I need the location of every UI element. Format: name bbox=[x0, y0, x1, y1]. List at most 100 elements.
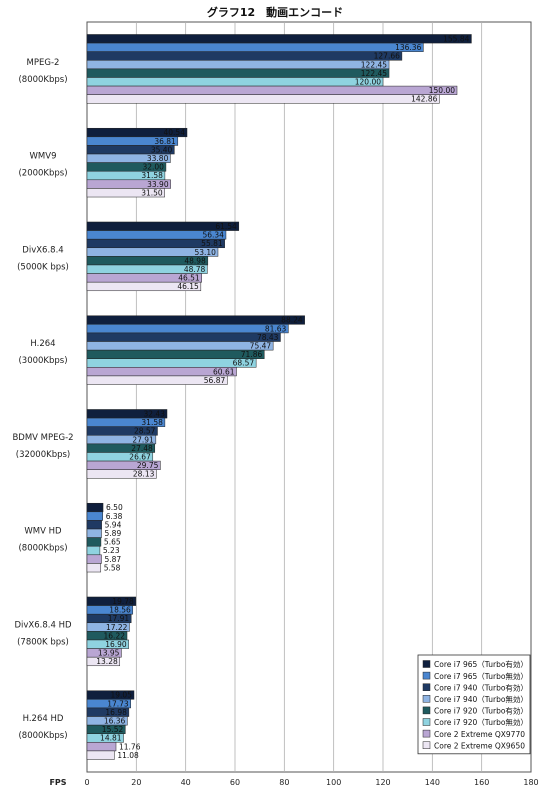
legend-label: Core i7 965（Turbo有効） bbox=[434, 659, 528, 669]
bar bbox=[86, 332, 281, 342]
legend-box bbox=[417, 654, 531, 755]
bar bbox=[86, 511, 103, 521]
bar bbox=[86, 750, 115, 760]
category-label: (7800K bps) bbox=[17, 637, 69, 647]
data-label: 53.10 bbox=[194, 248, 216, 257]
data-label: 31.58 bbox=[141, 171, 163, 180]
data-label: 142.86 bbox=[411, 95, 437, 104]
data-label: 35.40 bbox=[151, 145, 173, 154]
x-tick-label: 60 bbox=[230, 778, 240, 787]
legend-label: Core 2 Extreme QX9770 bbox=[434, 730, 525, 739]
data-label: 122.45 bbox=[361, 69, 387, 78]
data-label: 28.13 bbox=[133, 470, 155, 479]
legend-label: Core 2 Extreme QX9650 bbox=[434, 741, 525, 750]
data-label: 29.75 bbox=[137, 461, 159, 470]
category-label: DivX6.8.4 bbox=[22, 245, 63, 255]
data-label: 61.54 bbox=[215, 222, 237, 231]
data-label: 150.00 bbox=[429, 86, 455, 95]
data-label: 5.58 bbox=[104, 563, 121, 572]
bar bbox=[86, 656, 121, 667]
data-label: 122.45 bbox=[361, 60, 387, 69]
data-label: 46.51 bbox=[178, 274, 200, 283]
bar bbox=[86, 742, 117, 752]
data-label: 14.81 bbox=[100, 734, 122, 743]
category-label: DivX6.8.4 HD bbox=[14, 620, 71, 630]
data-label: 68.57 bbox=[233, 359, 255, 368]
bar bbox=[86, 554, 102, 564]
category-label: (32000Kbps) bbox=[16, 450, 70, 460]
data-label: 40.54 bbox=[164, 128, 186, 137]
chart-title: グラフ12 動画エンコード bbox=[207, 5, 343, 19]
legend-swatch bbox=[422, 741, 431, 749]
data-label: 17.73 bbox=[107, 699, 129, 708]
data-label: 71.86 bbox=[241, 350, 263, 359]
data-label: 81.63 bbox=[265, 324, 287, 333]
legend-label: Core i7 920（Turbo無効） bbox=[434, 717, 528, 727]
data-label: 5.23 bbox=[103, 546, 120, 555]
data-label: 28.57 bbox=[134, 427, 156, 436]
bar bbox=[86, 324, 289, 334]
data-label: 16.90 bbox=[105, 640, 127, 649]
bar bbox=[86, 51, 403, 61]
category-label: (5000K bps) bbox=[17, 262, 69, 272]
category-label: H.264 HD bbox=[23, 714, 64, 724]
bar bbox=[86, 85, 458, 95]
legend-label: Core i7 965（Turbo無効） bbox=[434, 671, 528, 681]
category-label: (2000Kbps) bbox=[18, 169, 67, 179]
x-tick-label: 180 bbox=[523, 778, 538, 787]
bar bbox=[86, 94, 440, 104]
data-label: 32.00 bbox=[142, 163, 164, 172]
data-label: 75.47 bbox=[250, 342, 272, 351]
x-tick-label: 40 bbox=[181, 778, 191, 787]
data-label: 5.89 bbox=[105, 529, 122, 538]
legend-label: Core i7 940（Turbo無効） bbox=[434, 694, 528, 704]
data-label: 27.48 bbox=[131, 444, 153, 453]
data-label: 6.38 bbox=[106, 512, 123, 521]
bar bbox=[86, 188, 165, 198]
data-label: 13.95 bbox=[98, 649, 120, 658]
legend-swatch bbox=[422, 706, 431, 715]
data-label: 32.43 bbox=[144, 409, 166, 418]
bar bbox=[86, 281, 202, 292]
data-label: 127.66 bbox=[374, 52, 400, 61]
bar bbox=[86, 563, 102, 573]
legend-label: Core i7 940（Turbo有効） bbox=[434, 682, 528, 692]
bar bbox=[86, 315, 305, 325]
x-tick-label: 120 bbox=[375, 778, 390, 787]
data-label: 88.24 bbox=[281, 316, 303, 325]
x-tick-label: 0 bbox=[84, 778, 89, 787]
legend-swatch bbox=[422, 683, 431, 691]
data-label: 15.52 bbox=[102, 725, 124, 734]
x-tick-label: 20 bbox=[131, 778, 141, 787]
x-tick-label: 80 bbox=[279, 778, 289, 787]
x-tick-label: 140 bbox=[425, 778, 440, 787]
data-label: 13.28 bbox=[96, 657, 118, 666]
data-label: 48.98 bbox=[184, 256, 206, 265]
category-label: WMV9 bbox=[30, 152, 57, 162]
bar bbox=[86, 545, 101, 556]
bar bbox=[86, 537, 102, 547]
bar bbox=[86, 34, 472, 44]
legend-swatch bbox=[422, 729, 431, 738]
data-label: 11.08 bbox=[117, 751, 139, 760]
data-label: 26.67 bbox=[129, 452, 151, 461]
data-label: 16.22 bbox=[104, 631, 126, 640]
data-label: 6.50 bbox=[106, 503, 123, 512]
legend-swatch bbox=[422, 671, 431, 680]
category-label: (8000Kbps) bbox=[18, 731, 67, 741]
x-tick-label: 160 bbox=[474, 778, 489, 787]
data-label: 78.43 bbox=[257, 333, 279, 342]
bar bbox=[86, 77, 384, 87]
data-label: 17.91 bbox=[108, 614, 130, 623]
bar bbox=[86, 42, 424, 52]
bar bbox=[86, 528, 102, 538]
legend-swatch bbox=[422, 660, 431, 668]
bar bbox=[86, 68, 390, 78]
data-label: 36.81 bbox=[154, 137, 176, 146]
data-label: 5.94 bbox=[105, 520, 122, 529]
data-label: 5.87 bbox=[104, 555, 121, 564]
x-tick-label: 100 bbox=[326, 778, 341, 787]
data-label: 16.36 bbox=[104, 717, 126, 726]
